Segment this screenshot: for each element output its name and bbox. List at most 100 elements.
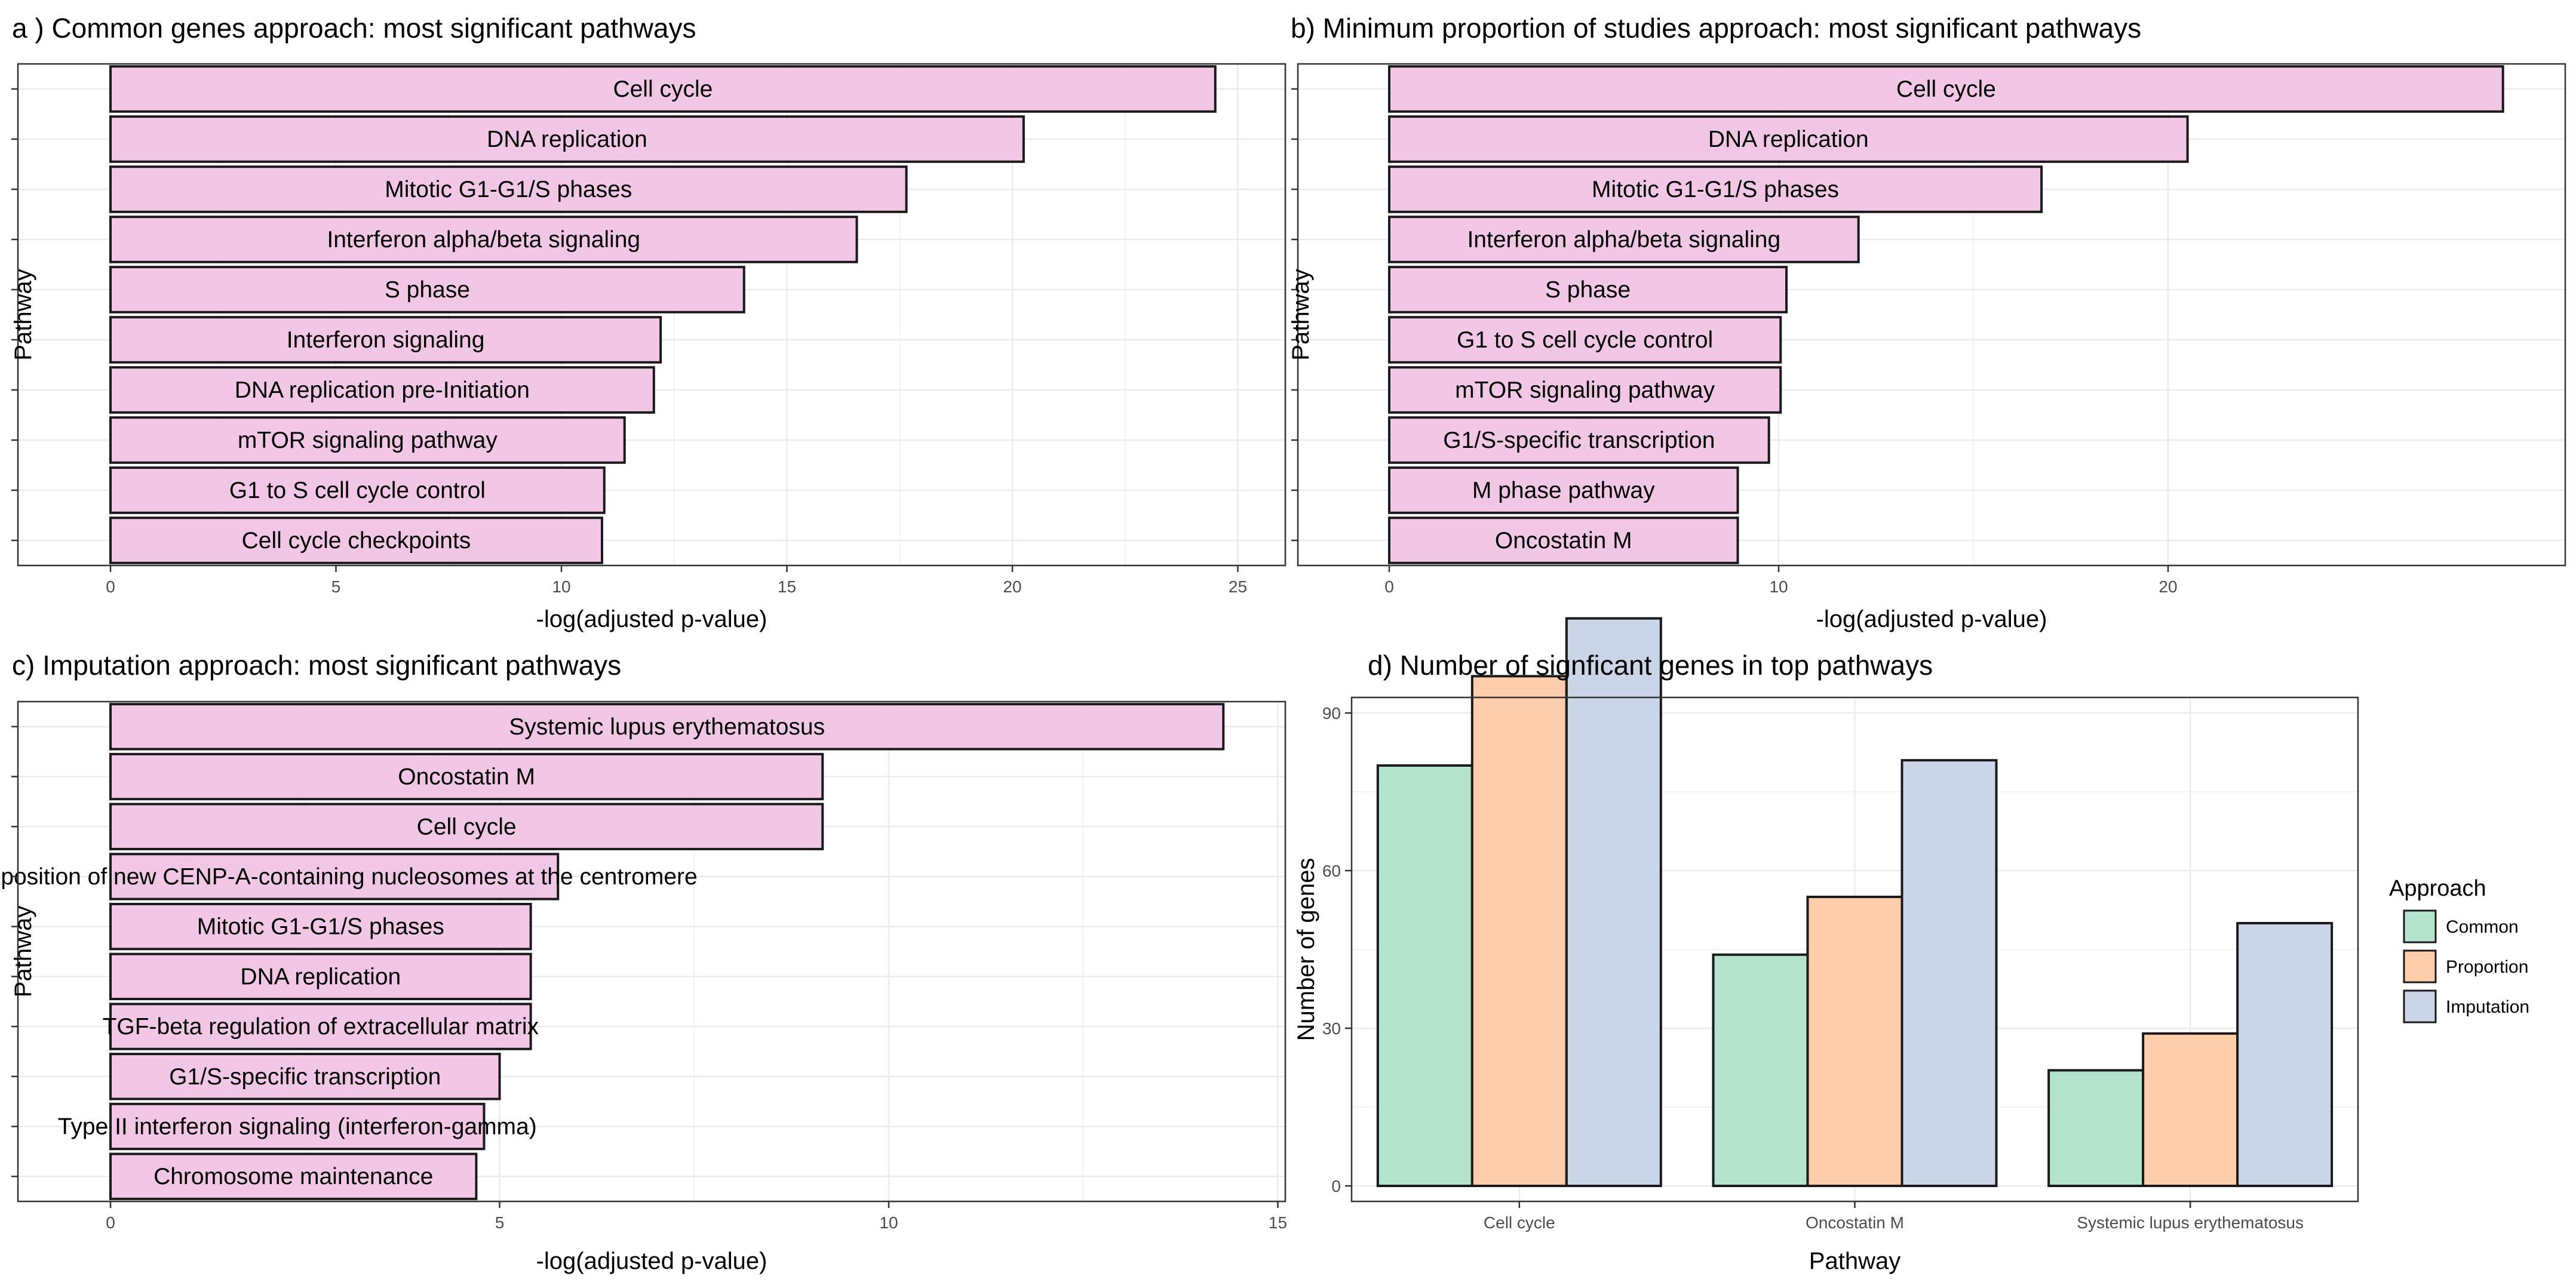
bar <box>109 853 560 900</box>
legend-label: Common <box>2446 917 2519 937</box>
bar <box>109 803 824 850</box>
legend-title: Approach <box>2389 876 2486 901</box>
bar <box>109 1102 486 1151</box>
bar-label: Interferon alpha/beta signaling <box>327 227 640 253</box>
bar-label: DNA replication <box>487 127 647 152</box>
panel-a: Cell cycle DNA replication Mitotic G1-G1/S… <box>10 13 1287 632</box>
y-tick-label: 30 <box>1322 1019 1341 1038</box>
x-tick-label: 20 <box>1003 577 1021 596</box>
bar-label: Mitotic G1-G1/S phases <box>197 914 444 940</box>
bar <box>109 517 603 564</box>
bar <box>1388 366 1782 414</box>
bar <box>109 216 858 263</box>
bar-label: G1/S-specific transcription <box>1443 428 1715 453</box>
bar <box>109 703 1225 751</box>
y-tick-label: 60 <box>1322 862 1341 880</box>
bar-label: mTOR signaling pathway <box>238 428 498 453</box>
x-tick-label: Systemic lupus erythematosus <box>2077 1213 2304 1232</box>
bar-label: G1 to S cell cycle control <box>1457 327 1713 353</box>
bar <box>1388 316 1782 364</box>
x-tick-label: Oncostatin M <box>1806 1213 1904 1232</box>
bar <box>1388 517 1739 564</box>
bar-label: G1 to S cell cycle control <box>229 478 486 503</box>
bar <box>1388 266 1788 313</box>
plot-border <box>1350 696 2359 1203</box>
bar-label: Chromosome maintenance <box>153 1164 433 1189</box>
plot-border <box>1297 63 2566 567</box>
bar <box>1388 65 2504 113</box>
bar-label: DNA replication <box>240 964 401 989</box>
bar <box>109 416 626 464</box>
bar-label: G1/S-specific transcription <box>169 1064 441 1090</box>
panel-c: Systemic lupus erythematosus Oncostatin M… <box>0 650 1287 1274</box>
bar <box>109 165 908 213</box>
bar-label: Oncostatin M <box>398 764 535 790</box>
bar <box>1388 115 2189 163</box>
bar-common <box>1376 764 1473 1187</box>
bar <box>109 115 1025 163</box>
bar-label: S phase <box>385 277 470 303</box>
legend-key-common <box>2403 909 2437 943</box>
x-tick-label: 20 <box>2159 577 2177 596</box>
x-tick-label: 5 <box>331 577 341 596</box>
x-tick-label: Cell cycle <box>1484 1213 1555 1232</box>
legend-label: Imputation <box>2446 997 2529 1017</box>
bar-proportion <box>2142 1032 2239 1188</box>
bar <box>109 1053 501 1101</box>
bar-label: S phase <box>1545 277 1631 303</box>
bar <box>109 266 745 313</box>
bar <box>1388 216 1860 263</box>
bar-label: Deposition of new CENP-A-containing nucl… <box>0 864 698 890</box>
bar-label: Systemic lupus erythematosus <box>509 714 825 740</box>
panel-d: Cell cycle Oncostatin M Systemic lupus ery… <box>1293 617 2529 1274</box>
plot-border <box>17 700 1287 1203</box>
bar <box>109 316 662 364</box>
bar-imputation <box>1900 759 1998 1187</box>
x-tick-label: 10 <box>552 577 570 596</box>
legend: Approach Common Proportion Imputation <box>2389 876 2529 1023</box>
x-axis-title: Pathway <box>1809 1248 1900 1274</box>
y-axis-title: Pathway <box>10 906 36 997</box>
legend-label: Proportion <box>2446 957 2528 977</box>
bar-proportion <box>1806 896 1903 1187</box>
bar <box>109 466 606 514</box>
x-tick-label: 0 <box>106 1213 115 1232</box>
bar-label: TGF-beta regulation of extracellular mat… <box>103 1014 539 1040</box>
x-tick-label: 15 <box>1269 1213 1287 1232</box>
bar <box>1388 165 2043 213</box>
bar-label: Cell cycle <box>1896 76 1996 102</box>
plot-border <box>17 63 1287 567</box>
bar-imputation <box>1565 617 1662 1187</box>
panel-b: Cell cycle DNA replication Mitotic G1-G1/S… <box>1288 13 2566 632</box>
x-tick-label: 0 <box>1384 577 1394 596</box>
bar-label: Cell cycle <box>417 814 517 840</box>
x-tick-label: 15 <box>778 577 796 596</box>
legend-key-imputation <box>2403 989 2437 1023</box>
bar <box>109 1003 532 1050</box>
x-tick-label: 25 <box>1229 577 1247 596</box>
bar-common <box>1712 953 1809 1188</box>
bar-label: Mitotic G1-G1/S phases <box>1592 177 1839 202</box>
bar <box>109 366 655 414</box>
bar <box>109 902 532 951</box>
bar-label: M phase pathway <box>1472 478 1655 503</box>
bar-label: Interferon alpha/beta signaling <box>1467 227 1780 253</box>
bar-label: Cell cycle checkpoints <box>242 528 471 554</box>
panel-title: b) Minimum proportion of studies approac… <box>1291 13 2141 44</box>
x-tick-label: 10 <box>879 1213 898 1232</box>
bar-label: Mitotic G1-G1/S phases <box>385 177 632 202</box>
bar <box>1388 416 1770 464</box>
bar <box>109 1152 478 1200</box>
legend-key-proportion <box>2403 949 2437 983</box>
bar-label: Oncostatin M <box>1495 528 1632 554</box>
x-tick-label: 5 <box>495 1213 505 1232</box>
bar <box>109 65 1217 113</box>
bar-label: DNA replication <box>1708 127 1869 152</box>
x-axis-title: -log(adjusted p-value) <box>1816 606 2047 632</box>
bar <box>1388 466 1739 514</box>
bar-label: Interferon signaling <box>287 327 485 353</box>
bar <box>109 952 532 1001</box>
x-axis-title: -log(adjusted p-value) <box>536 606 767 632</box>
bar-imputation <box>2236 922 2334 1187</box>
